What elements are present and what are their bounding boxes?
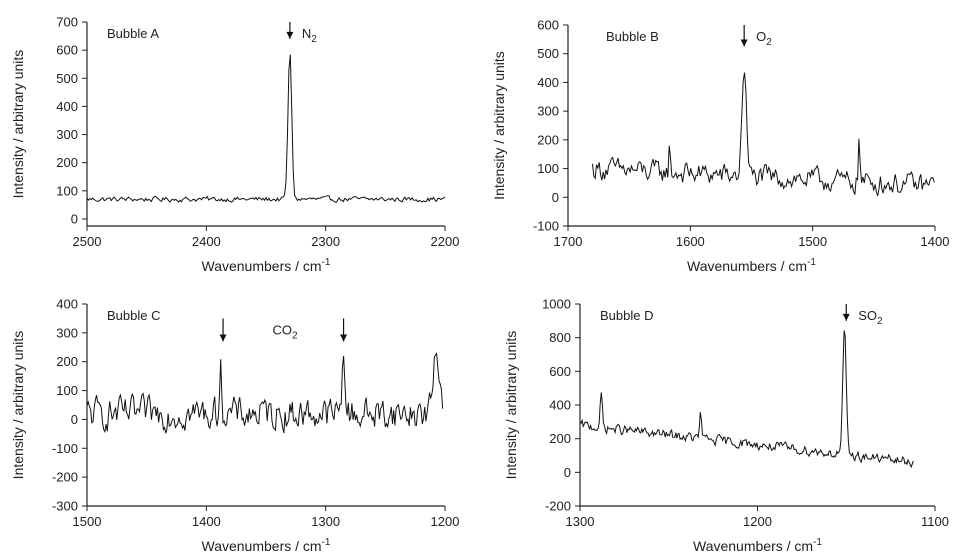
x-tick-label: 1700 xyxy=(554,234,583,249)
y-tick-label: -200 xyxy=(52,470,78,485)
y-tick-label: 1000 xyxy=(542,297,571,312)
x-tick-label: 1100 xyxy=(921,514,949,529)
x-axis-label: Wavenumbers / cm-1 xyxy=(693,537,822,554)
annotation-label: O2 xyxy=(756,29,772,48)
x-tick-label: 1200 xyxy=(431,514,460,529)
annotation-arrow-head xyxy=(219,334,227,342)
y-tick-label: 100 xyxy=(56,183,78,198)
y-tick-label: 200 xyxy=(56,354,78,369)
y-tick-label: 0 xyxy=(71,412,78,427)
y-tick-label: 600 xyxy=(56,43,78,58)
y-tick-label: 400 xyxy=(56,297,78,312)
y-tick-label: -300 xyxy=(52,499,78,514)
chart-panel-1: 2500 2400 2300 2200 0 100 200 300 400 500 600 700 Wa… xyxy=(10,15,459,275)
x-tick-label: 1600 xyxy=(676,234,705,249)
y-tick-label: 600 xyxy=(549,364,571,379)
x-tick-label: 2500 xyxy=(73,234,102,249)
spectrum-line xyxy=(592,72,935,197)
annotation-arrow-head xyxy=(740,39,748,47)
y-tick-label: 0 xyxy=(71,211,78,226)
chart-panel-3: 1500 1400 1300 1200 -300 -200 -100 0 100 200 300 40… xyxy=(10,297,459,555)
y-tick-label: 400 xyxy=(56,99,78,114)
chart-panel-2: 1700 1600 1500 1400 -100 0 100 200 300 400 500 600 W… xyxy=(491,18,949,275)
spectrum-line xyxy=(86,54,446,204)
x-axis-label: Wavenumbers / cm-1 xyxy=(687,257,816,274)
y-tick-label: 300 xyxy=(56,127,78,142)
y-tick-label: 300 xyxy=(537,104,559,119)
spectrum-line xyxy=(86,352,444,434)
x-tick-label: 1400 xyxy=(921,234,950,249)
y-tick-label: 200 xyxy=(56,155,78,170)
x-tick-label: 2200 xyxy=(431,234,460,249)
y-axis-label: Intensity / arbitrary units xyxy=(503,331,519,480)
y-tick-label: -200 xyxy=(545,499,571,514)
y-axis-label: Intensity / arbitrary units xyxy=(10,331,26,480)
y-tick-label: 100 xyxy=(537,161,559,176)
y-axis-label: Intensity / arbitrary units xyxy=(10,50,26,199)
x-tick-label: 1500 xyxy=(798,234,827,249)
y-tick-label: 0 xyxy=(564,465,571,480)
y-tick-label: 0 xyxy=(552,190,559,205)
x-tick-label: 2300 xyxy=(311,234,340,249)
chart-panel-4: 1300 1200 1100 -200 0 200 400 600 800 1000 Wavenum… xyxy=(503,297,949,555)
y-tick-label: 800 xyxy=(549,330,571,345)
annotation-arrow-head xyxy=(842,313,850,321)
x-axis-label: Wavenumbers / cm-1 xyxy=(202,537,331,554)
annotation-label: SO2 xyxy=(858,308,883,327)
panel-label: Bubble A xyxy=(107,26,159,41)
y-tick-label: 700 xyxy=(56,15,78,30)
y-tick-label: -100 xyxy=(533,219,559,234)
x-tick-label: 1300 xyxy=(311,514,340,529)
x-tick-label: 1400 xyxy=(192,514,221,529)
panel-label: Bubble C xyxy=(107,308,160,323)
x-tick-label: 1200 xyxy=(743,514,772,529)
annotation-label: N2 xyxy=(302,26,317,45)
y-tick-label: 200 xyxy=(537,132,559,147)
y-tick-label: 500 xyxy=(56,71,78,86)
annotation-label: CO2 xyxy=(273,322,299,341)
x-tick-label: 1300 xyxy=(566,514,595,529)
y-tick-label: 600 xyxy=(537,18,559,33)
y-tick-label: 200 xyxy=(549,431,571,446)
x-tick-label: 1500 xyxy=(73,514,102,529)
spectrum-line xyxy=(579,330,914,469)
y-axis-label: Intensity / arbitrary units xyxy=(491,51,507,200)
y-tick-label: -100 xyxy=(52,441,78,456)
panel-label: Bubble B xyxy=(606,29,659,44)
y-tick-label: 100 xyxy=(56,383,78,398)
y-tick-label: 500 xyxy=(537,46,559,61)
y-tick-label: 400 xyxy=(549,398,571,413)
annotation-arrow-head xyxy=(340,334,348,342)
panel-label: Bubble D xyxy=(600,308,653,323)
y-tick-label: 300 xyxy=(56,325,78,340)
y-tick-label: 400 xyxy=(537,75,559,90)
annotation-arrow-head xyxy=(286,31,294,39)
x-tick-label: 2400 xyxy=(192,234,221,249)
x-axis-label: Wavenumbers / cm-1 xyxy=(202,257,331,274)
